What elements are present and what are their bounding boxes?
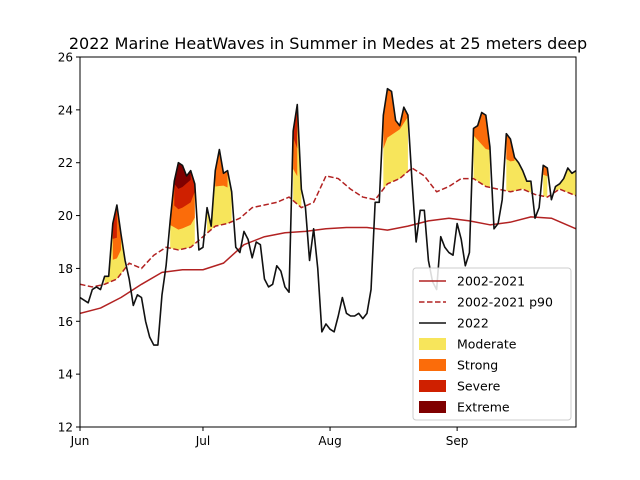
heatwave-fill-extreme-1 (174, 162, 191, 189)
y-tick-label: 16 (58, 315, 73, 329)
series-line-2002-2021-p90 (80, 167, 576, 288)
x-axis: Jun Jul Aug Sep (70, 427, 469, 448)
axes-frame (79, 56, 577, 428)
y-tick-label: 18 (58, 262, 73, 276)
series-line-2002-2021 (80, 216, 576, 315)
legend-swatch-severe (419, 380, 446, 392)
y-tick-label: 26 (58, 51, 73, 65)
legend-swatch-strong (419, 359, 446, 371)
legend-label-2002-2021: 2002-2021 (457, 274, 525, 289)
plot-area (80, 87, 576, 346)
y-tick-label: 24 (58, 103, 73, 117)
legend-label-moderate: Moderate (457, 337, 517, 352)
y-tick-label: 14 (58, 368, 73, 382)
heatwave-fill-strong-5 (473, 112, 490, 150)
x-tick-label: Jun (70, 434, 90, 448)
legend-box (412, 267, 572, 421)
series-line-2022 (80, 87, 576, 346)
heatwave-fill-strong-2 (215, 149, 228, 188)
legend-label-severe: Severe (457, 379, 501, 394)
legend-label-2022: 2022 (457, 316, 489, 331)
y-tick-label: 20 (58, 209, 73, 223)
legend-swatch-extreme (419, 401, 446, 413)
x-tick-label: Sep (446, 434, 469, 448)
legend: 2002-2021 2002-2021 p90 2022 Moderate Strong… (412, 267, 572, 421)
legend-label-2002-2021-p90: 2002-2021 p90 (457, 295, 553, 310)
legend-label-strong: Strong (457, 358, 498, 373)
heatwave-fill-severe-0 (112, 205, 117, 239)
heatwave-fill-strong-4 (383, 88, 408, 149)
y-axis: 12 14 16 18 20 22 24 26 (58, 51, 80, 435)
x-tick-label: Jul (195, 434, 210, 448)
plot-content (80, 87, 576, 346)
x-tick-label: Aug (318, 434, 341, 448)
legend-swatch-moderate (419, 338, 446, 350)
y-tick-label: 22 (58, 156, 73, 170)
chart-title: 2022 Marine HeatWaves in Summer in Medes… (69, 34, 587, 53)
heatwave-fill-moderate-2 (207, 149, 232, 234)
legend-label-extreme: Extreme (457, 400, 510, 415)
y-tick-label: 12 (58, 421, 73, 435)
heatwave-fill-strong-6 (506, 133, 515, 162)
